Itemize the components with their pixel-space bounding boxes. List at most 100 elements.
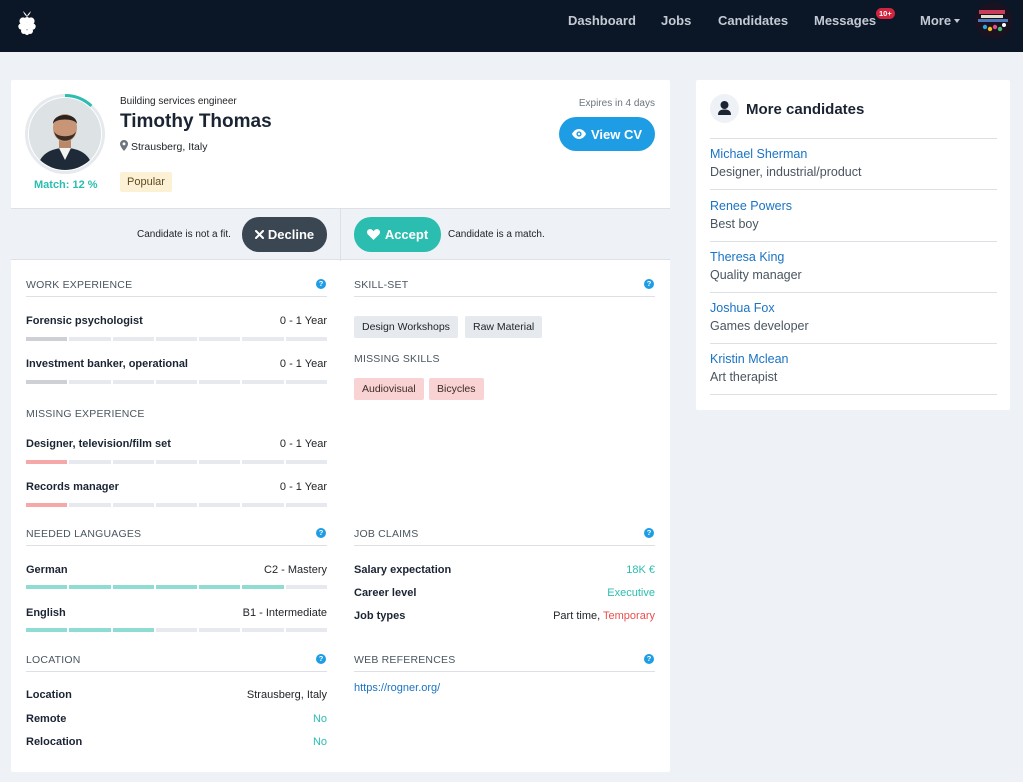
relocation-value: No [312,736,327,748]
match-percentage: Match: 12 % [34,179,98,191]
nav-messages[interactable]: Messages [814,13,877,28]
bar-segment [242,503,284,507]
accept-button[interactable]: Accept [354,217,441,252]
job-types-label: Job types [354,610,406,622]
question-icon[interactable]: ? [316,654,326,664]
eye-icon [571,129,586,139]
salary-label: Salary expectation [354,564,452,576]
list-divider [710,241,997,242]
not-fit-text: Candidate is not a fit. [137,229,231,240]
bar-segment [199,628,241,632]
section-divider [26,545,327,546]
bar-segment [199,585,241,589]
bar-segment [69,503,111,507]
caret-down-icon [954,18,961,23]
bar-segment [285,460,327,464]
candidate-link[interactable]: Joshua Fox [710,301,775,315]
career-level-label: Career level [354,587,417,599]
bar-segment [26,380,68,384]
candidate-role: Art therapist [710,370,778,384]
bar-segment [285,585,327,589]
bar-segment [112,337,154,341]
question-icon[interactable]: ? [316,279,326,289]
list-divider [710,343,997,344]
bar-segment [242,337,284,341]
candidate-location: Strausberg, Italy [120,140,207,153]
job-claims-heading: JOB CLAIMS [354,528,419,540]
candidate-link[interactable]: Michael Sherman [710,147,808,161]
bar-segment [155,628,198,632]
work-exp-label: Forensic psychologist [26,315,143,327]
remote-value: No [312,713,327,725]
nav-more[interactable]: More [920,13,961,28]
decline-button[interactable]: Decline [242,217,327,252]
list-divider [710,138,997,139]
job-type-highlight: Temporary [603,610,655,622]
candidate-link[interactable]: Theresa King [710,250,785,264]
bar-segment [69,460,111,464]
bar-segment [155,380,198,384]
raspberry-logo-icon[interactable] [16,8,38,36]
times-icon [254,230,264,239]
location-label: Location [26,689,72,701]
bar-segment [112,460,154,464]
candidate-link[interactable]: Renee Powers [710,199,792,213]
bar-segment [26,585,68,589]
bar-segment [26,337,68,341]
question-icon[interactable]: ? [644,654,654,664]
question-icon[interactable]: ? [316,528,326,538]
decline-label: Decline [267,227,315,242]
bar-segment [242,460,284,464]
web-reference-link[interactable]: https://rogner.org/ [354,682,441,694]
bar-segment [285,337,327,341]
view-cv-button[interactable]: View CV [559,117,655,151]
bar-segment [242,380,284,384]
language-level: C2 - Mastery [264,564,327,576]
skill-set-heading: SKILL-SET [354,279,409,291]
bar-segment [112,585,154,589]
work-exp-bar [26,380,327,384]
nav-candidates[interactable]: Candidates [718,13,789,28]
section-divider [26,296,327,297]
decision-divider [340,209,341,261]
work-experience-heading: WORK EXPERIENCE [26,279,133,291]
language-bar [26,628,327,632]
bar-segment [285,380,327,384]
bar-segment [112,380,154,384]
view-cv-label: View CV [590,126,643,142]
skill-tag: Raw Material [465,316,543,338]
decision-bar: Candidate is not a fit. Decline Accept C… [11,208,670,261]
heart-icon [366,229,380,240]
bar-segment [199,337,241,341]
nav-jobs[interactable]: Jobs [661,13,692,28]
salary-value: 18K € [626,564,655,576]
languages-heading: NEEDED LANGUAGES [26,528,142,540]
language-level: B1 - Intermediate [242,607,327,619]
bar-segment [155,585,198,589]
user-avatar[interactable] [975,2,1012,39]
question-icon[interactable]: ? [644,528,654,538]
bar-segment [69,628,111,632]
bar-segment [26,503,68,507]
candidate-link[interactable]: Kristin Mclean [710,352,789,366]
bar-segment [112,628,154,632]
user-icon [710,94,739,123]
missing-exp-value: 0 - 1 Year [279,481,327,493]
missing-skills-heading: MISSING SKILLS [354,353,440,365]
bar-segment [199,380,241,384]
avatar-image [975,2,1012,39]
bar-segment [26,460,68,464]
section-divider [354,671,655,672]
question-icon[interactable]: ? [644,279,654,289]
missing-experience-heading: MISSING EXPERIENCE [26,408,145,420]
candidate-occupation: Building services engineer [120,96,237,107]
candidate-avatar [25,94,105,174]
nav-dashboard[interactable]: Dashboard [568,13,636,28]
candidate-card: Match: 12 % Building services engineer T… [11,80,670,772]
candidate-role: Games developer [710,319,809,333]
popular-badge: Popular [120,172,172,192]
relocation-label: Relocation [26,736,83,748]
bar-segment [242,628,284,632]
missing-skill-tag: Bicycles [429,378,484,400]
top-navbar: Dashboard Jobs Candidates Messages 10+ M… [0,0,1023,52]
